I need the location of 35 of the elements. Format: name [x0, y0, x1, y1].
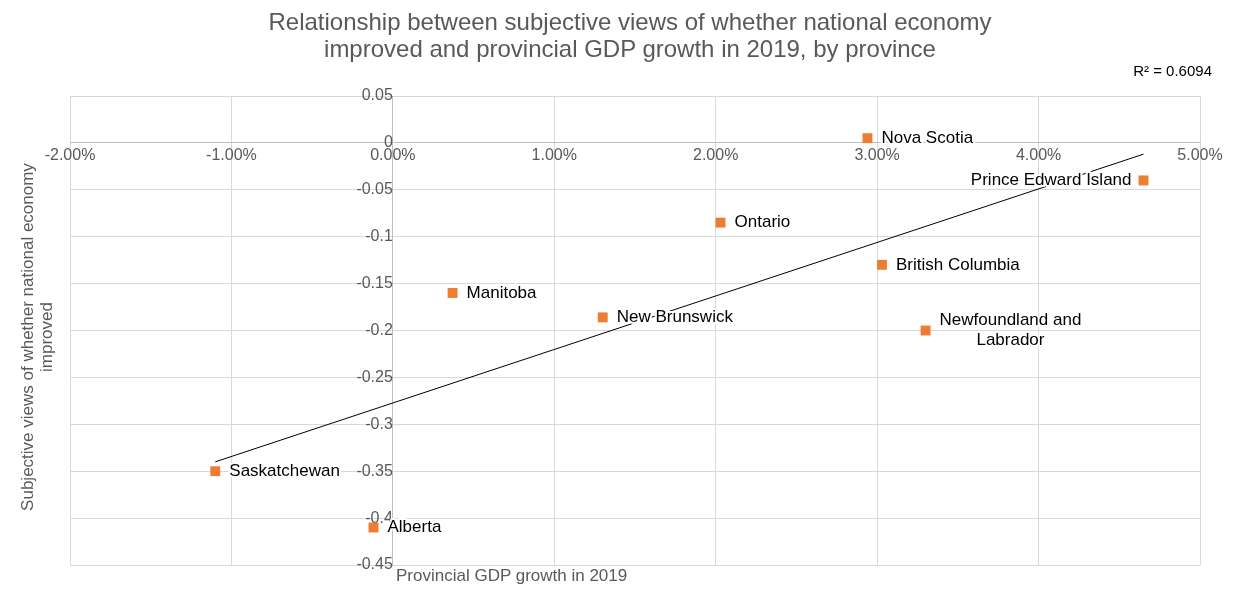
point	[210, 466, 221, 477]
annotation: Newfoundland and Labrador	[939, 310, 1082, 350]
point	[877, 259, 887, 270]
x-tick-label: -1.00%	[206, 145, 257, 163]
annotation: New Brunswick	[616, 307, 734, 327]
x-tick-label: 5.00%	[1177, 145, 1223, 163]
point	[862, 133, 873, 144]
y-tick-label: -0.35	[356, 461, 393, 479]
annotation: Nova Scotia	[881, 127, 974, 147]
y-tick-label: -0.3	[365, 414, 393, 432]
point	[447, 288, 458, 298]
annotation: British Columbia	[895, 254, 1021, 274]
x-tick-label: 1.00%	[531, 145, 577, 163]
y-tick-label: -0.2	[365, 320, 393, 338]
y-tick-label: -0.25	[356, 367, 393, 385]
annotation: Saskatchewan	[229, 460, 340, 480]
x-tick-label: 4.00%	[1015, 145, 1062, 163]
y-tick-label: -0.1	[365, 227, 393, 245]
x-tick-label: -2.00%	[44, 145, 96, 163]
point	[597, 312, 608, 323]
point	[1138, 175, 1149, 186]
y-tick-label: -0.05	[356, 180, 393, 198]
text: R² = 0.6094	[1133, 62, 1212, 79]
point	[920, 325, 931, 336]
y-tick-label: 0.05	[361, 86, 393, 104]
x-tick-label: 2.00%	[693, 145, 739, 163]
x-tick-label: 3.00%	[854, 145, 900, 163]
chart-title: Relationship between subjective views of whether national economy improved and provincial GDP growth in 2019, by province	[267, 8, 993, 62]
annotation: Manitoba	[466, 282, 538, 302]
x-axis-title: Provincial GDP growth in 2019	[396, 566, 629, 586]
point	[715, 217, 726, 228]
y-tick-label: -0.45	[356, 555, 393, 573]
y-axis-title: Subjective views of whether national economy improved	[18, 163, 56, 511]
annotation: Ontario	[734, 212, 791, 232]
y-tick-label: -0.15	[356, 274, 393, 292]
